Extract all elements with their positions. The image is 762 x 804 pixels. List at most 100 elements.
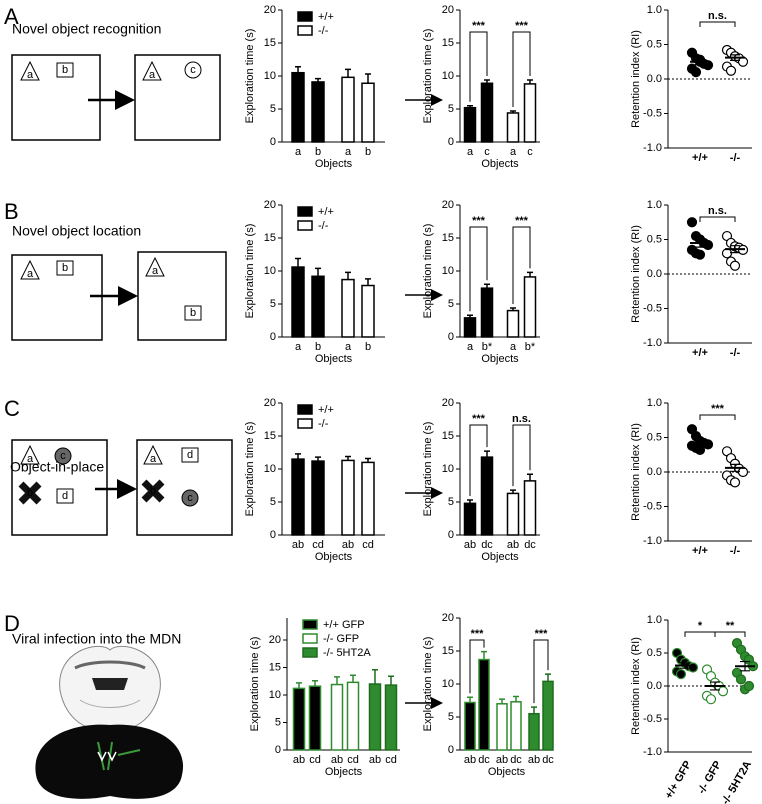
legend-label: -/- — [318, 220, 329, 232]
x-tick-label: cd — [309, 754, 321, 766]
x-tick-label: +/+ GFP — [663, 759, 694, 801]
x-axis-label: Objects — [325, 766, 363, 778]
significance-bracket — [469, 639, 485, 694]
y-tick-label: 5 — [448, 103, 454, 115]
significance-label: ** — [726, 620, 735, 632]
x-tick-label: -/- — [730, 152, 741, 164]
brain-atlas — [59, 645, 161, 731]
sem-bar — [740, 660, 750, 672]
legend-label: -/- 5HT2A — [323, 647, 371, 659]
point — [687, 662, 699, 673]
point — [725, 65, 737, 76]
bar — [311, 460, 325, 536]
error-bar — [467, 104, 473, 108]
object-triangle — [142, 60, 162, 81]
object-cross — [141, 479, 165, 503]
error-bar — [499, 698, 505, 704]
bar — [311, 275, 325, 338]
significance-label: *** — [515, 20, 529, 32]
object-triangle — [145, 256, 165, 277]
object-square — [56, 488, 74, 504]
sem-bar — [730, 245, 740, 254]
legend-swatch — [297, 11, 313, 22]
object-square — [56, 260, 74, 276]
x-tick-label: dc — [481, 539, 493, 551]
y-tick-label: 20 — [442, 397, 454, 409]
y-tick-label: 15 — [269, 661, 281, 673]
y-tick-label: 0.0 — [647, 680, 662, 692]
bar — [463, 502, 477, 536]
y-tick-label: 5 — [270, 496, 276, 508]
error-bar — [527, 79, 533, 84]
x-tick-label: ab — [507, 539, 519, 551]
bar — [292, 687, 306, 751]
x-tick-label: b — [365, 341, 371, 353]
x-tick-label: ab — [292, 539, 304, 551]
y-axis-label: Exploration time (s) — [422, 422, 434, 517]
panel-title: Viral infection into the MDN — [12, 631, 181, 647]
object-label: a — [27, 69, 34, 81]
error-bar — [295, 66, 301, 73]
x-tick-label: +/+ — [692, 347, 708, 359]
bar — [361, 461, 375, 536]
object-square — [56, 62, 74, 78]
object-label: c — [190, 64, 196, 76]
panel-title: Novel object recognition — [12, 21, 161, 37]
y-tick-label: -1.0 — [643, 535, 662, 547]
y-tick-label: 10 — [442, 265, 454, 277]
y-tick-label: 1.0 — [647, 397, 662, 409]
panel-letter: C — [4, 396, 20, 421]
error-bar — [545, 673, 551, 682]
error-bar — [510, 489, 516, 494]
error-bar — [334, 676, 340, 685]
x-tick-label: dc — [524, 539, 536, 551]
significance-bracket — [533, 639, 549, 704]
x-tick-label: a — [295, 146, 302, 158]
bar — [506, 492, 520, 536]
legend-swatch — [302, 647, 318, 658]
object-triangle — [20, 259, 40, 280]
bar — [311, 81, 325, 143]
error-bar — [345, 68, 351, 78]
error-bar — [365, 457, 371, 463]
object-label: c — [60, 450, 66, 462]
y-tick-label: 5 — [270, 298, 276, 310]
x-tick-label: b* — [482, 341, 493, 353]
significance-label: *** — [472, 20, 486, 32]
x-tick-label: dc — [478, 754, 490, 766]
object-triangle — [20, 444, 40, 465]
bar — [510, 701, 522, 751]
legend-swatch — [297, 25, 313, 36]
x-tick-label: ab — [464, 539, 476, 551]
bar — [308, 685, 322, 751]
sem-bar — [710, 681, 720, 691]
y-tick-label: -0.5 — [643, 500, 662, 512]
error-bar — [484, 79, 490, 84]
error-bar — [315, 77, 321, 82]
significance-bracket — [714, 631, 746, 637]
x-tick-label: ab — [464, 754, 476, 766]
error-bar — [345, 271, 351, 280]
significance-label: * — [698, 620, 703, 632]
y-tick-label: 0.5 — [647, 233, 662, 245]
error-bar — [531, 706, 537, 714]
error-bar — [312, 679, 318, 687]
y-tick-label: 15 — [264, 232, 276, 244]
x-tick-label: ab — [369, 754, 381, 766]
significance-label: *** — [535, 628, 549, 640]
legend-swatch — [297, 404, 313, 415]
bar — [341, 76, 355, 143]
object-label: b — [62, 262, 68, 274]
panel-letter: D — [4, 611, 20, 636]
object-label: a — [152, 265, 159, 277]
y-tick-label: 0 — [270, 529, 276, 541]
y-tick-label: 0 — [275, 744, 281, 756]
y-tick-label: 0.5 — [647, 647, 662, 659]
object-label: d — [62, 490, 68, 502]
x-tick-label: cd — [362, 539, 374, 551]
object-label: b — [27, 487, 33, 499]
bar — [480, 287, 494, 338]
significance-bracket — [512, 31, 531, 107]
error-bar — [295, 453, 301, 460]
